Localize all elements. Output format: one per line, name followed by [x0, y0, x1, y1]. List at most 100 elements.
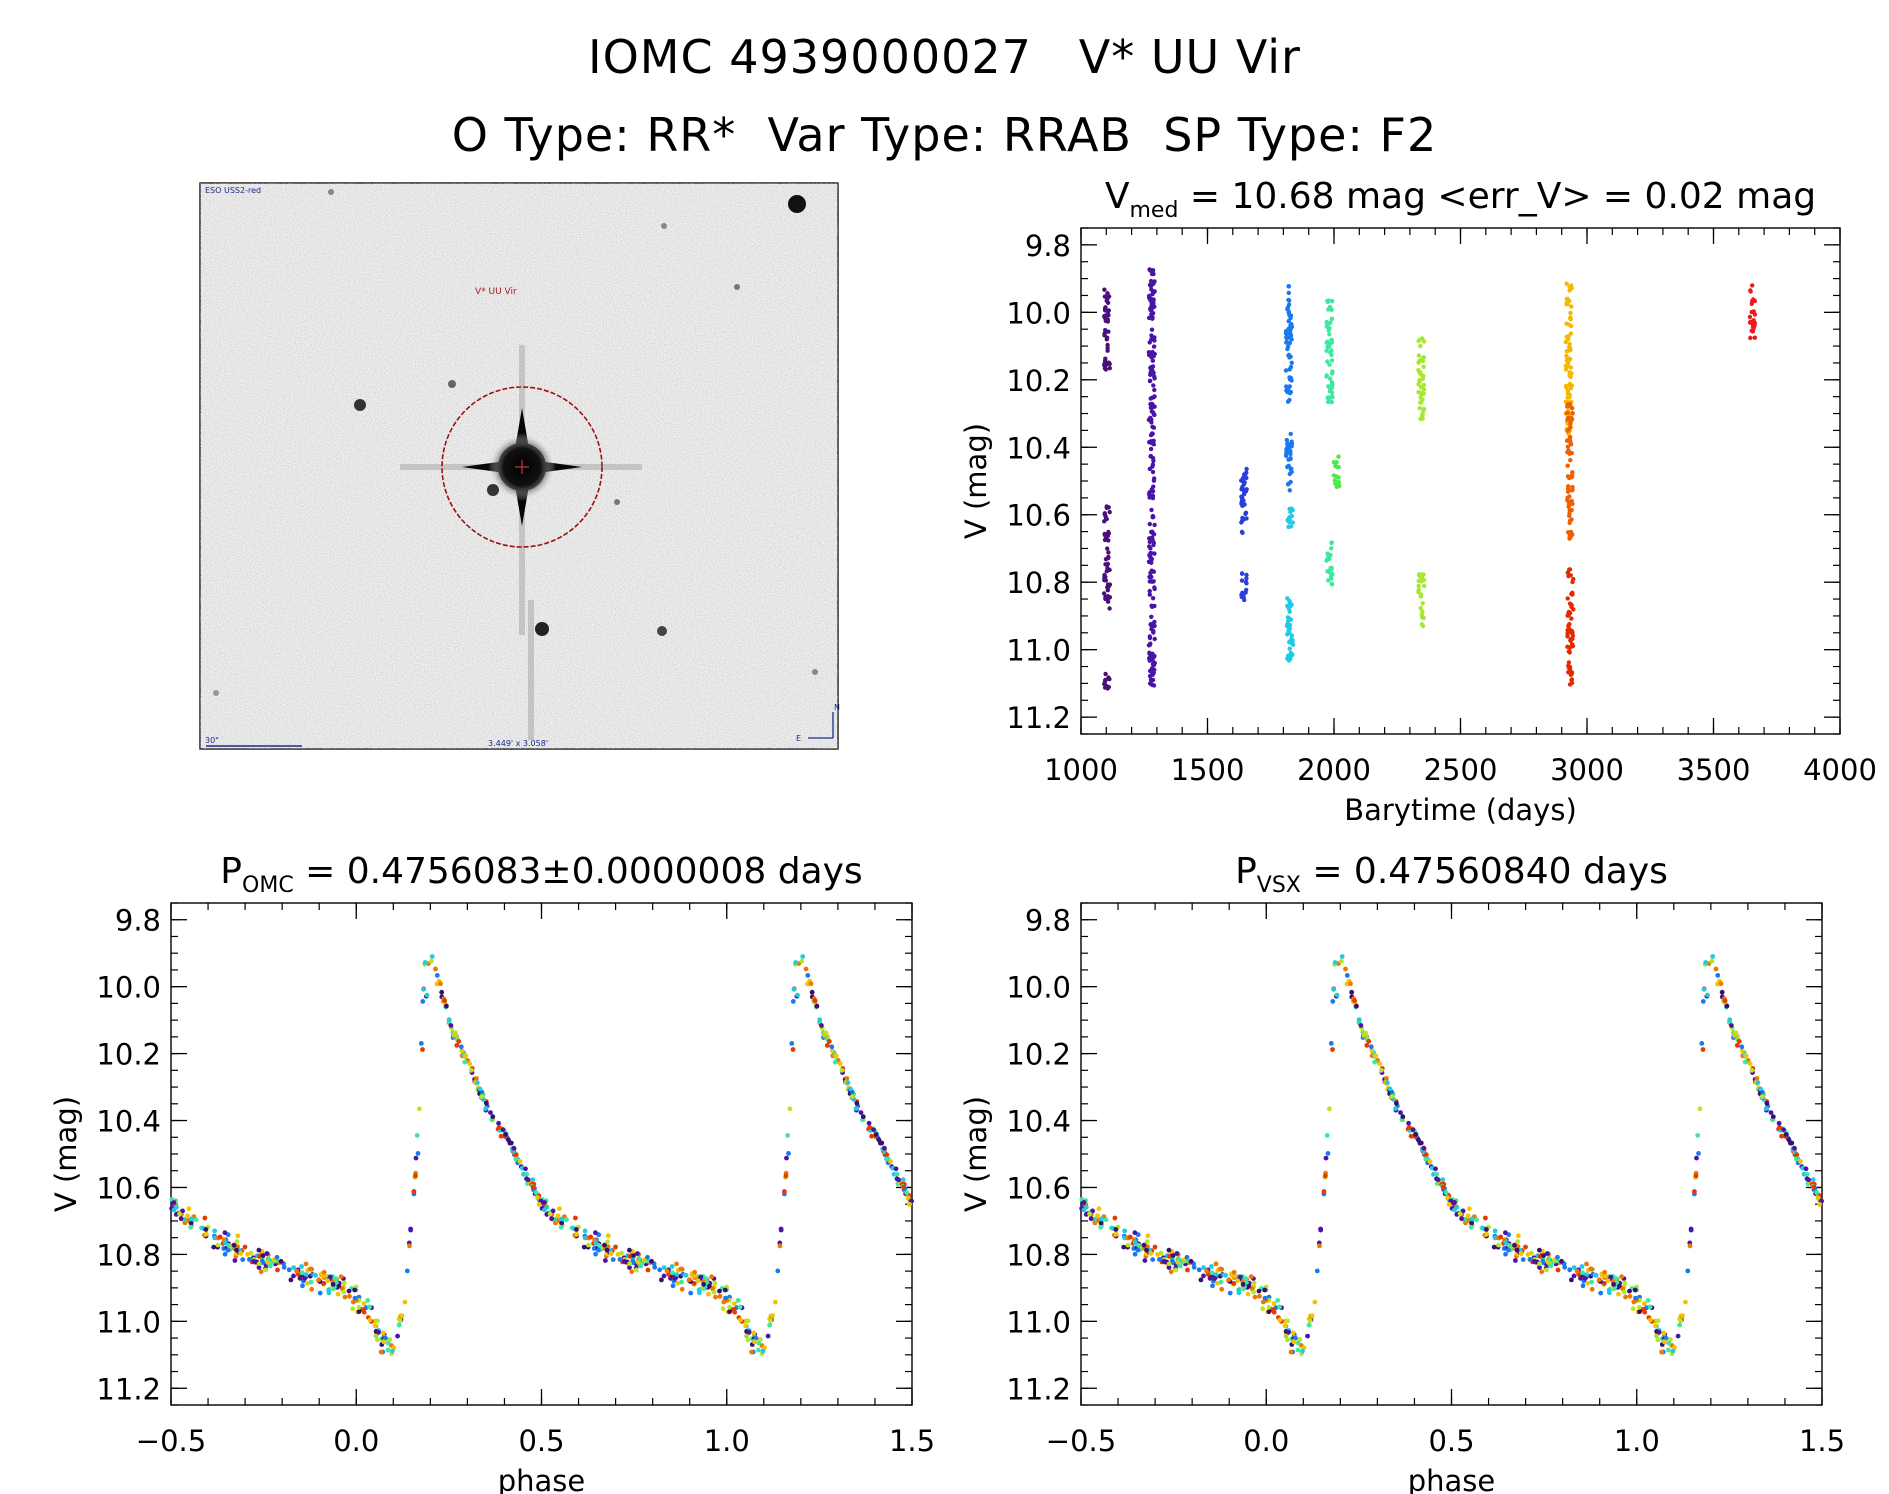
- data-point: [1520, 1257, 1526, 1262]
- data-point: [1282, 1323, 1288, 1329]
- data-point: [1641, 1307, 1647, 1312]
- data-point: [1288, 656, 1293, 661]
- data-point: [1106, 312, 1111, 318]
- data-point: [1287, 367, 1292, 372]
- y-tick-label: 10.2: [1006, 1038, 1071, 1072]
- data-point: [674, 1272, 679, 1278]
- data-point: [1330, 381, 1335, 387]
- data-point: [1105, 291, 1110, 296]
- data-point: [1329, 540, 1335, 545]
- data-point: [300, 1283, 305, 1289]
- data-point: [670, 1283, 676, 1289]
- plot-title: PVSX = 0.47560840 days: [1235, 851, 1668, 898]
- plot-frame: [1080, 227, 1841, 735]
- data-point: [335, 1291, 341, 1297]
- data-point: [256, 1265, 262, 1270]
- data-point: [803, 966, 809, 972]
- data-point: [649, 1258, 654, 1264]
- data-point: [1213, 1272, 1219, 1278]
- data-point: [613, 1244, 618, 1250]
- data-point: [1418, 594, 1424, 599]
- data-point: [299, 1264, 304, 1269]
- data-point: [1323, 1155, 1329, 1161]
- data-point: [1243, 489, 1249, 494]
- data-point: [711, 1289, 717, 1295]
- fov-label: 3.449' x 3.058': [488, 739, 548, 748]
- data-point: [321, 1269, 327, 1275]
- data-point: [1146, 417, 1152, 422]
- data-point: [1423, 1152, 1429, 1158]
- data-point: [1582, 1276, 1588, 1281]
- data-point: [1503, 1240, 1509, 1246]
- data-point: [1719, 989, 1725, 995]
- data-point: [420, 999, 426, 1004]
- data-point: [1627, 1288, 1632, 1294]
- data-point: [1584, 1272, 1589, 1278]
- data-point: [1102, 531, 1107, 537]
- data-point: [1287, 646, 1292, 651]
- data-point: [1283, 368, 1289, 373]
- data-point: [679, 1286, 685, 1292]
- data-point: [1286, 353, 1291, 358]
- data-point: [1087, 1211, 1092, 1217]
- data-point: [434, 973, 440, 978]
- y-tick-label: 9.8: [1025, 229, 1071, 263]
- data-point: [1132, 1251, 1138, 1257]
- data-point: [1457, 1211, 1463, 1217]
- data-point: [717, 1288, 722, 1294]
- data-point: [238, 1251, 244, 1256]
- data-point: [1150, 367, 1155, 373]
- data-point: [1170, 1253, 1176, 1258]
- data-point: [1152, 653, 1157, 659]
- data-point: [530, 1177, 536, 1183]
- data-point: [1252, 1294, 1258, 1300]
- data-point: [1378, 1067, 1384, 1073]
- x-tick-label: 0.0: [333, 1424, 379, 1458]
- data-point: [1565, 498, 1570, 503]
- data-point: [1566, 345, 1572, 350]
- data-point: [1562, 1264, 1568, 1270]
- data-point: [1328, 386, 1333, 391]
- data-point: [1569, 488, 1575, 493]
- data-point: [1566, 660, 1572, 665]
- data-point: [574, 1231, 580, 1237]
- data-point: [1417, 337, 1422, 343]
- data-point: [1150, 596, 1156, 601]
- data-point: [226, 1242, 231, 1248]
- data-point: [1637, 1309, 1642, 1315]
- data-point: [670, 1270, 675, 1276]
- data-point: [1566, 322, 1572, 327]
- data-point: [1103, 578, 1109, 583]
- data-point: [800, 954, 806, 959]
- data-point: [1569, 286, 1574, 291]
- data-point: [385, 1347, 391, 1353]
- data-point: [378, 1349, 384, 1355]
- data-point: [1288, 617, 1294, 622]
- data-point: [1454, 1204, 1460, 1210]
- data-point: [1285, 482, 1291, 487]
- data-point: [433, 966, 438, 972]
- data-point: [303, 1261, 309, 1267]
- data-point: [1421, 1145, 1427, 1151]
- data-point: [367, 1317, 373, 1323]
- data-point: [1569, 1277, 1574, 1283]
- data-point: [1410, 1127, 1416, 1133]
- data-point: [1103, 1217, 1109, 1223]
- data-point: [263, 1267, 269, 1273]
- data-point: [860, 1114, 866, 1120]
- data-point: [500, 1127, 506, 1133]
- data-point: [264, 1251, 270, 1256]
- data-point: [490, 1114, 496, 1120]
- data-point: [1113, 1227, 1119, 1232]
- data-point: [483, 1106, 488, 1111]
- data-point: [1734, 1043, 1740, 1048]
- data-point: [1176, 1256, 1182, 1262]
- data-point: [1670, 1348, 1676, 1354]
- data-point: [1793, 1156, 1799, 1162]
- data-point: [1291, 1339, 1297, 1345]
- data-point: [1285, 390, 1291, 395]
- data-point: [824, 1043, 830, 1048]
- data-point: [286, 1267, 292, 1273]
- data-point: [1277, 1317, 1283, 1323]
- data-point: [1239, 578, 1245, 583]
